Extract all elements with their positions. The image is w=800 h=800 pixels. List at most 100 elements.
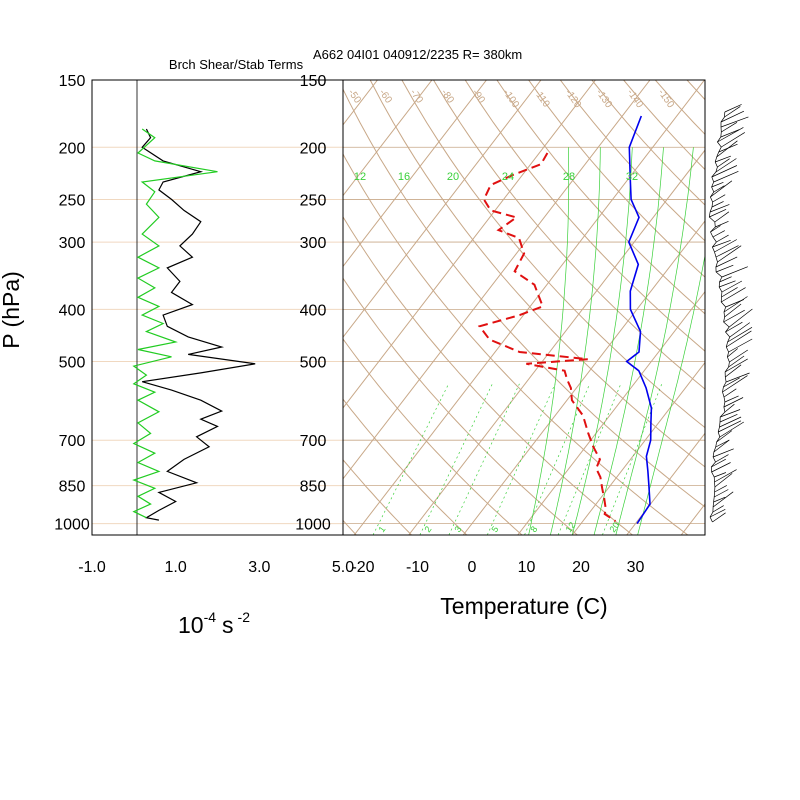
- left-panel-title: Brch Shear/Stab Terms: [169, 57, 304, 72]
- skew-t-y-tick-label: 300: [300, 235, 327, 252]
- skew-t-y-tick-label: 250: [300, 192, 327, 209]
- wind-barb-flag: [712, 194, 726, 203]
- dry-adiabat-line: [433, 80, 705, 390]
- isotherm-line: [736, 80, 800, 535]
- isotherm-line: [343, 80, 433, 197]
- wind-barb-flag: [724, 403, 735, 413]
- mixing-ratio-line: [372, 383, 449, 535]
- dry-adiabat-line: [343, 277, 578, 535]
- wind-barb-flag: [729, 322, 751, 338]
- skew-t-y-tick-labels: 150 200 250 300 400 500 700 850 1000: [295, 73, 331, 534]
- wind-barb-flag: [710, 180, 733, 198]
- wind-barb-flag: [716, 234, 729, 243]
- wind-barb-flag: [711, 201, 724, 208]
- dry-adiabat-line: [401, 80, 705, 429]
- wind-barb-flag: [711, 165, 738, 178]
- wind-barb-flag: [729, 349, 748, 363]
- dry-adiabat-line: [369, 80, 705, 468]
- dry-adiabat-line: [343, 458, 412, 535]
- wind-barb-flag: [713, 439, 730, 453]
- skew-t-y-tick-label: 1000: [295, 517, 331, 534]
- wind-barb-flag: [724, 303, 742, 318]
- skew-t-frame: [342, 79, 706, 536]
- isotherm-line: [343, 80, 651, 480]
- left-x-tick-label: 3.0: [248, 559, 270, 576]
- skew-t-x-tick-label: 20: [572, 559, 590, 576]
- left-y-tick-labels: 150 200 250 300 400 500 700 850 1000: [54, 73, 90, 534]
- moist-adiabat-label: 32: [626, 171, 638, 183]
- wind-barb-flag: [728, 338, 753, 353]
- wind-barb-flag: [713, 185, 725, 193]
- skew-t-y-tick-label: 500: [300, 355, 327, 372]
- wind-barb-flag: [712, 491, 734, 508]
- temperature-axis-label: Temperature (C): [440, 593, 607, 619]
- wind-barb-flag: [721, 122, 738, 133]
- wind-barb-flag: [721, 132, 745, 148]
- isotherm-line: [0, 80, 214, 535]
- mixing-ratio-label: 3: [452, 524, 463, 534]
- left-x-tick-label: -1.0: [78, 559, 106, 576]
- isotherm-line: [408, 149, 705, 535]
- wind-barb-flag: [727, 348, 738, 358]
- wind-barb-flag: [712, 230, 725, 238]
- wind-barb-flag: [712, 239, 731, 248]
- dry-adiabat-line: [343, 88, 705, 508]
- dewpoint-profile: [477, 152, 617, 523]
- moist-adiabat-line: [593, 147, 664, 535]
- wind-barb-flag: [716, 430, 733, 443]
- wind-barb-flag: [715, 155, 732, 163]
- dry-adiabat-line: [782, 80, 800, 535]
- isotherm-line: [353, 80, 705, 535]
- left-y-tick-label: 250: [59, 192, 86, 209]
- skew-t-panel: -50 -60 -70 -80 -90 -100 -110 -120 -130 -140 -150 …: [0, 47, 800, 619]
- wind-barb-flag: [720, 409, 741, 418]
- skew-t-x-tick-label: 30: [627, 559, 645, 576]
- wind-barb-flag: [721, 287, 746, 303]
- temperature-profile: [625, 115, 653, 525]
- moist-adiabat-line: [571, 147, 633, 535]
- wind-barb-flag: [715, 256, 738, 268]
- wind-barb-flag: [715, 158, 737, 173]
- left-y-tick-label: 300: [59, 235, 86, 252]
- dry-adiabat-line: [591, 80, 705, 206]
- left-y-tick-label: 200: [59, 140, 86, 157]
- wind-barb-flag: [714, 469, 737, 483]
- left-y-tick-label: 150: [59, 73, 86, 90]
- wind-barb-flag: [714, 239, 737, 253]
- wind-barb-flag: [717, 245, 742, 263]
- wind-barb-flag: [712, 512, 726, 523]
- wind-barb-flag: [720, 129, 740, 138]
- wind-barb-flag: [717, 127, 744, 143]
- skew-t-title: A662 04I01 040912/2235 R= 380km: [313, 47, 522, 62]
- mixing-ratio-line: [524, 383, 591, 535]
- wind-barb-flag: [720, 110, 745, 123]
- wind-barb-flag: [723, 377, 740, 388]
- wind-barb-flag: [719, 280, 736, 288]
- wind-barb-flag: [725, 364, 742, 378]
- wind-barb-flag: [725, 372, 750, 383]
- dry-adiabat-line: [343, 153, 689, 535]
- mixing-ratio-line: [557, 383, 622, 535]
- dry-adiabat-line: [686, 80, 705, 101]
- wind-barb-flag: [723, 296, 748, 313]
- left-x-tick-label: 1.0: [165, 559, 187, 576]
- wind-barb-flag: [724, 358, 748, 373]
- wind-barb-flag: [723, 309, 745, 323]
- dry-adiabat-line: [343, 398, 468, 535]
- isotherm-label: -130: [594, 87, 615, 110]
- moist-adiabat-line: [528, 147, 570, 535]
- isotherm-line: [571, 361, 705, 535]
- wind-barb-flag: [728, 355, 745, 368]
- isotherm-line: [343, 80, 596, 409]
- left-y-tick-label: 1000: [54, 517, 90, 534]
- isotherm-label: -120: [563, 87, 584, 110]
- skew-t-y-tick-label: 200: [300, 140, 327, 157]
- wind-barb-flag: [714, 473, 733, 488]
- mixing-ratio-line: [419, 383, 493, 535]
- skew-t-x-tick-label: 10: [518, 559, 536, 576]
- dry-adiabat-line: [343, 338, 523, 535]
- wind-barb-flag: [713, 496, 726, 503]
- mixing-ratio-label: 8: [528, 524, 539, 534]
- wind-barb-flag: [723, 397, 744, 408]
